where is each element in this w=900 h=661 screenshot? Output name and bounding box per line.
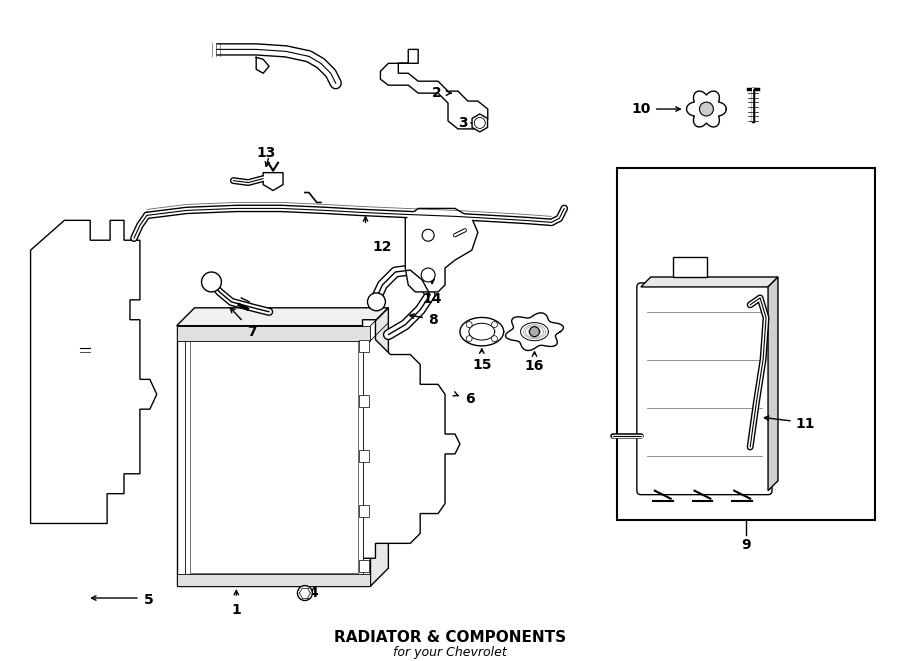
Polygon shape	[768, 277, 778, 490]
Text: for your Chevrolet: for your Chevrolet	[393, 646, 507, 659]
Circle shape	[466, 322, 472, 328]
Polygon shape	[506, 313, 563, 350]
Bar	[358, 450, 368, 462]
Circle shape	[491, 322, 498, 328]
Circle shape	[474, 118, 485, 128]
Circle shape	[421, 268, 435, 282]
Circle shape	[699, 102, 714, 116]
Text: 3: 3	[458, 116, 468, 130]
Bar	[176, 326, 371, 340]
Circle shape	[466, 336, 472, 342]
Circle shape	[297, 586, 312, 600]
Bar	[617, 168, 876, 520]
Text: 16: 16	[525, 360, 544, 373]
Circle shape	[422, 229, 434, 241]
Bar	[672, 257, 707, 277]
Polygon shape	[472, 114, 488, 132]
Polygon shape	[31, 220, 157, 524]
Text: 2: 2	[432, 86, 442, 100]
Bar	[358, 505, 368, 517]
Text: 14: 14	[422, 292, 442, 306]
Circle shape	[367, 293, 385, 311]
Text: 4: 4	[309, 586, 319, 600]
Bar	[358, 340, 368, 352]
Polygon shape	[460, 317, 504, 346]
Circle shape	[529, 327, 539, 336]
Polygon shape	[190, 338, 357, 573]
Polygon shape	[263, 173, 283, 190]
Bar	[358, 395, 368, 407]
Text: 8: 8	[428, 313, 438, 327]
Polygon shape	[381, 50, 488, 129]
Polygon shape	[405, 208, 478, 292]
Text: 7: 7	[248, 325, 256, 338]
Polygon shape	[176, 308, 389, 326]
Text: 6: 6	[465, 392, 474, 407]
Circle shape	[202, 272, 221, 292]
Polygon shape	[687, 91, 726, 127]
Bar	[176, 574, 371, 586]
Text: 11: 11	[796, 417, 815, 431]
Text: 15: 15	[472, 358, 491, 371]
Bar	[358, 561, 368, 572]
FancyBboxPatch shape	[637, 283, 772, 494]
Text: 10: 10	[632, 102, 651, 116]
Text: 13: 13	[256, 146, 275, 160]
Polygon shape	[363, 320, 460, 586]
Polygon shape	[641, 277, 778, 287]
Text: 12: 12	[373, 240, 392, 254]
Text: 1: 1	[231, 603, 241, 617]
Text: 9: 9	[742, 539, 751, 553]
Polygon shape	[184, 334, 363, 578]
Text: 5: 5	[144, 593, 154, 607]
Circle shape	[491, 336, 498, 342]
Polygon shape	[176, 326, 371, 586]
Text: RADIATOR & COMPONENTS: RADIATOR & COMPONENTS	[334, 631, 566, 645]
Polygon shape	[371, 308, 389, 586]
